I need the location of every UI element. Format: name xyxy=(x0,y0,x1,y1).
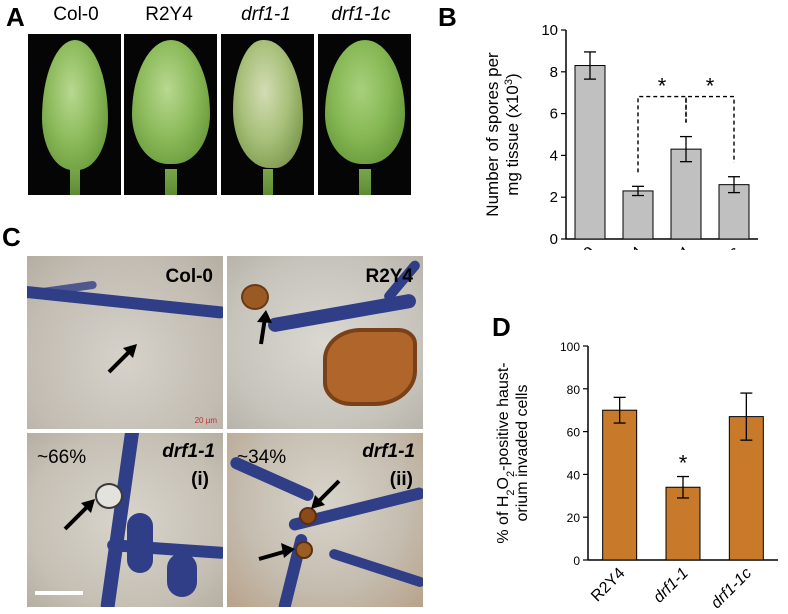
micrograph-caption-col0: Col-0 xyxy=(165,266,214,287)
x-category-label: Col-0 xyxy=(560,244,599,250)
bar xyxy=(718,184,750,240)
arrow-icon xyxy=(107,344,137,374)
y-tick-label: 0 xyxy=(550,231,558,248)
haustorium xyxy=(95,483,123,509)
significance-marker: * xyxy=(679,451,688,476)
micrograph-drf11-i: ~66% drf1-1 (i) xyxy=(27,433,223,607)
y-tick-label: 2 xyxy=(550,189,558,206)
micrograph-sub-drf11-ii: (ii) xyxy=(389,469,413,490)
x-category-label: drf1-1c xyxy=(708,565,755,610)
arrow-icon xyxy=(63,499,95,531)
y-tick-label: 80 xyxy=(567,383,581,397)
leaf-image-drf11c xyxy=(318,34,411,195)
scale-bar xyxy=(35,591,83,595)
y-tick-label: 6 xyxy=(550,106,558,123)
y-axis-title-line2: orium invaded cells xyxy=(514,385,531,522)
bar xyxy=(665,486,701,561)
leaf-title-drf11c: drf1-1c xyxy=(331,4,391,25)
x-category-label: R2Y4 xyxy=(588,565,628,605)
stained-cell xyxy=(323,328,417,406)
micrograph-caption-drf11-ii: drf1-1 xyxy=(362,441,415,462)
y-tick-label: 0 xyxy=(573,554,580,568)
haustorium-stain xyxy=(241,284,269,310)
panel-label-d: D xyxy=(492,312,511,342)
significance-bracket xyxy=(685,95,735,163)
scale-bar-label: 20 µm xyxy=(194,416,217,425)
x-category-label: drf1-1 xyxy=(650,565,692,607)
significance-bracket xyxy=(637,95,687,173)
y-axis-title-line1: Number of spores per xyxy=(483,52,502,217)
leaf-image-r2y4 xyxy=(124,34,217,195)
leaf-title-drf11: drf1-1 xyxy=(241,4,291,25)
panel-label-c: C xyxy=(2,222,21,252)
y-tick-label: 60 xyxy=(567,426,581,440)
bar xyxy=(602,409,638,561)
y-tick-label: 10 xyxy=(541,22,558,39)
arrow-icon xyxy=(311,479,341,509)
y-tick-label: 40 xyxy=(567,468,581,482)
bar xyxy=(574,65,606,240)
micrograph-col0: Col-0 20 µm xyxy=(27,256,223,429)
y-tick-label: 20 xyxy=(567,511,581,525)
significance-marker: * xyxy=(706,74,715,99)
arrow-icon xyxy=(257,310,272,345)
significance-marker: * xyxy=(658,74,667,99)
panel-label-b: B xyxy=(438,2,457,32)
leaf-image-col0 xyxy=(28,34,121,195)
x-category-label: drf1-1 xyxy=(653,244,695,250)
leaf-image-drf11 xyxy=(221,34,314,195)
y-tick-label: 8 xyxy=(550,64,558,81)
h2o2-positive-bar-chart: 0 20 40 60 80 100 R2Y4 drf1-1 drf1-1c % of H2O2-p… xyxy=(495,340,778,610)
y-axis-title: % of H2O2-positive haust-orium invaded c… xyxy=(495,362,531,543)
micrograph-drf11-ii: ~34% drf1-1 (ii) xyxy=(227,433,423,607)
percent-label-drf11-i: ~66% xyxy=(37,447,87,468)
y-axis-title-line2: mg tissue (x103) xyxy=(503,73,522,195)
y-axis-title-line1: % of H2O2-positive haust- xyxy=(495,362,517,543)
x-category-label: drf1-1c xyxy=(696,244,743,250)
bar xyxy=(670,148,702,240)
leaf-title-r2y4: R2Y4 xyxy=(145,4,193,25)
haustorium-stain xyxy=(299,507,317,525)
arrow-icon xyxy=(258,543,295,561)
micrograph-caption-r2y4: R2Y4 xyxy=(365,266,413,287)
y-axis-title: Number of spores per mg tissue (x103) xyxy=(483,52,522,217)
percent-label-drf11-ii: ~34% xyxy=(237,447,287,468)
micrograph-r2y4: R2Y4 xyxy=(227,256,423,429)
y-tick-label: 100 xyxy=(560,340,580,354)
micrograph-caption-drf11-i: drf1-1 xyxy=(162,441,215,462)
panel-label-a: A xyxy=(6,2,25,32)
x-category-label: R2Y4 xyxy=(607,244,647,250)
bar xyxy=(622,190,654,240)
leaf-title-col0: Col-0 xyxy=(53,4,99,25)
haustorium-stain xyxy=(295,541,313,559)
micrograph-sub-drf11-i: (i) xyxy=(191,469,209,490)
y-tick-label: 4 xyxy=(550,147,558,164)
